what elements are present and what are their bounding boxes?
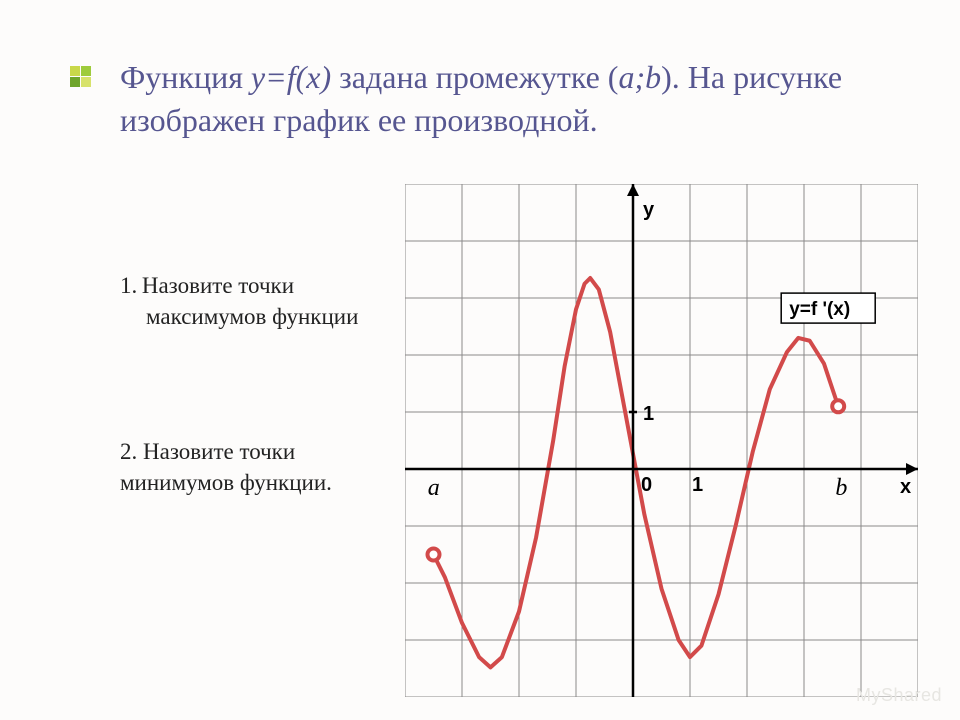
svg-text:y: y <box>643 199 655 221</box>
title-bullet-decoration <box>70 66 92 88</box>
slide-title: Функция y=f(x) задана промежутке (a;b). … <box>120 56 920 142</box>
svg-text:b: b <box>835 475 847 501</box>
question-2: 2. Назовите точки минимумов функции. <box>120 436 410 498</box>
svg-text:1: 1 <box>643 403 654 425</box>
svg-text:x: x <box>900 476 911 498</box>
svg-text:0: 0 <box>641 474 652 496</box>
derivative-chart: y x 0 1 1 a b y=f '(x) <box>405 184 915 694</box>
watermark: MyShared <box>856 685 942 706</box>
svg-text:a: a <box>428 475 440 501</box>
svg-text:y=f '(x): y=f '(x) <box>789 299 850 320</box>
question-1: 1. Назовите точки максимумов функции <box>120 270 410 332</box>
chart-svg: y x 0 1 1 a b y=f '(x) <box>405 184 918 697</box>
svg-text:1: 1 <box>692 474 703 496</box>
